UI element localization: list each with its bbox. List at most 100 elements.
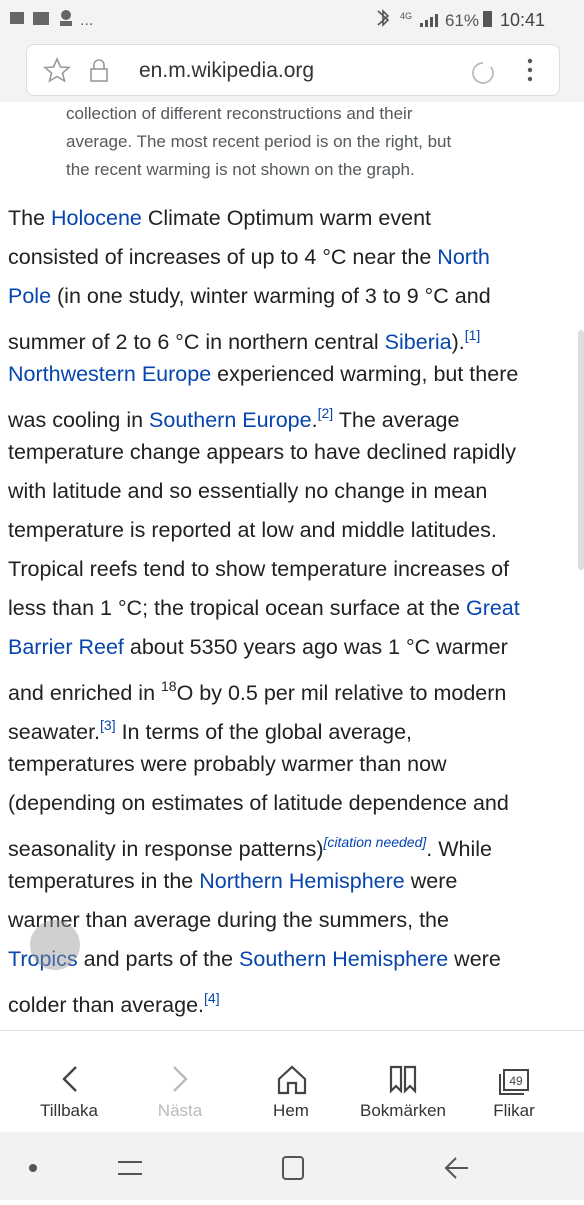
- text-run: and enriched in: [8, 681, 161, 705]
- bookmarks-icon[interactable]: [389, 1065, 417, 1094]
- reference-link[interactable]: [3]: [100, 717, 116, 733]
- notification-icon: [60, 21, 72, 26]
- notification-icon: [10, 12, 24, 24]
- text-run: seasonality in response patterns): [8, 837, 324, 861]
- home-icon[interactable]: [277, 1065, 307, 1095]
- text-run: .: [311, 408, 318, 432]
- text-run: In terms of the global average,: [115, 720, 413, 744]
- text-line: was cooling in Southern Europe.[2] The a…: [8, 395, 584, 434]
- bookmarks-label[interactable]: Bokmärken: [360, 1101, 446, 1120]
- more-notifications: ...: [80, 12, 93, 29]
- text-run: seawater.: [8, 720, 101, 744]
- reference-link[interactable]: [4]: [204, 990, 220, 1006]
- text-run: summer of 2 to 6 °C in northern central: [8, 330, 385, 354]
- text-run: colder than average.: [8, 993, 205, 1017]
- article-link[interactable]: North: [437, 245, 490, 269]
- article-link[interactable]: Northern Hemisphere: [199, 869, 405, 893]
- text-line: temperatures in the Northern Hemisphere …: [8, 863, 584, 902]
- back-label[interactable]: Tillbaka: [40, 1101, 98, 1120]
- text-line: seawater.[3] In terms of the global aver…: [8, 707, 584, 746]
- text-run: were: [404, 869, 458, 893]
- text-line: The Holocene Climate Optimum warm event: [8, 200, 584, 239]
- image-caption: average. The most recent period is on th…: [66, 132, 452, 151]
- article-link[interactable]: Holocene: [51, 206, 142, 230]
- text-run: experienced warming, but there: [211, 362, 519, 386]
- text-run: less than 1 °C; the tropical ocean surfa…: [8, 596, 466, 620]
- article-paragraph: The Holocene Climate Optimum warm event c…: [8, 200, 584, 1019]
- text-run: Tropical reefs tend to show temperature …: [8, 557, 510, 581]
- home-label[interactable]: Hem: [273, 1101, 309, 1120]
- notification-icon: [33, 12, 49, 25]
- forward-icon: [173, 1066, 188, 1092]
- signal-icon: [420, 14, 438, 27]
- bluetooth-icon: [377, 9, 390, 27]
- article-link[interactable]: Southern Europe: [149, 408, 312, 432]
- article-link[interactable]: Tropics: [8, 947, 78, 971]
- text-run: (in one study, winter warming of 3 to 9 …: [51, 284, 491, 308]
- text-run: temperatures were probably warmer than n…: [8, 752, 447, 776]
- tab-count: 49: [509, 1074, 523, 1088]
- image-caption: collection of different reconstructions …: [66, 104, 413, 123]
- clock: 10:41: [500, 10, 545, 30]
- floating-button[interactable]: [30, 920, 80, 970]
- reload-icon[interactable]: [472, 62, 494, 84]
- text-line: Barrier Reef about 5350 years ago was 1 …: [8, 629, 584, 668]
- text-line: consisted of increases of up to 4 °C nea…: [8, 239, 584, 278]
- text-run: Climate Optimum warm event: [141, 206, 432, 230]
- notification-icon: [61, 10, 71, 20]
- browser-toolbar: 49 Tillbaka Nästa Hem Bokmärken Flikar: [0, 1030, 584, 1133]
- back-icon[interactable]: [62, 1066, 77, 1092]
- text-run: were: [448, 947, 501, 971]
- text-run: was cooling in: [8, 408, 150, 432]
- text-run: (depending on estimates of latitude depe…: [8, 791, 509, 815]
- text-run: with latitude and so essentially no chan…: [8, 479, 488, 503]
- bookmark-star[interactable]: [42, 57, 72, 83]
- article-link[interactable]: Northwestern Europe: [8, 362, 212, 386]
- scrollbar: [578, 330, 584, 570]
- article-link[interactable]: Siberia: [384, 330, 452, 354]
- text-run: ).: [451, 330, 465, 354]
- system-nav-bar: [0, 1132, 584, 1200]
- menu-icon[interactable]: [527, 67, 533, 73]
- image-caption: the recent warming is not shown on the g…: [66, 160, 415, 179]
- text-line: and enriched in 18O by 0.5 per mil relat…: [8, 668, 584, 707]
- text-run: The average: [333, 408, 460, 432]
- reference-link[interactable]: [1]: [464, 327, 481, 343]
- article-link[interactable]: Pole: [8, 284, 52, 308]
- nav-dot[interactable]: [29, 1164, 37, 1172]
- tabs-icon[interactable]: [503, 1069, 529, 1091]
- text-line: seasonality in response patterns)[citati…: [8, 824, 584, 863]
- back-button[interactable]: [444, 1157, 468, 1179]
- article-link[interactable]: Southern Hemisphere: [239, 947, 449, 971]
- status-bar: ... 4G 61% 10:41: [0, 0, 584, 40]
- reference-link[interactable]: [2]: [317, 405, 334, 421]
- recents-button[interactable]: [118, 1161, 142, 1175]
- reference-link[interactable]: [citation needed]: [323, 834, 427, 850]
- text-line: with latitude and so essentially no chan…: [8, 473, 584, 512]
- text-run: consisted of increases of up to 4 °C nea…: [8, 245, 438, 269]
- url-text: en.m.wikipedia.org: [139, 59, 314, 82]
- superscript: 18: [161, 678, 177, 694]
- menu-icon[interactable]: [527, 76, 533, 82]
- text-run: and parts of the: [77, 947, 240, 971]
- forward-label: Nästa: [157, 1101, 203, 1120]
- url-field[interactable]: en.m.wikipedia.org: [26, 44, 560, 96]
- menu-icon[interactable]: [527, 58, 533, 64]
- text-line: colder than average.[4]: [8, 980, 584, 1019]
- text-line: temperature is reported at low and middl…: [8, 512, 584, 551]
- article-link[interactable]: Great: [465, 596, 520, 620]
- text-run: about 5350 years ago was 1 °C warmer: [123, 635, 508, 659]
- article-link[interactable]: Barrier Reef: [8, 635, 124, 659]
- text-line: warmer than average during the summers, …: [8, 902, 584, 941]
- text-line: summer of 2 to 6 °C in northern central …: [8, 317, 584, 356]
- text-run: warmer than average during the summers, …: [8, 908, 449, 932]
- toolbar-icons: 49: [62, 1065, 529, 1095]
- text-line: (depending on estimates of latitude depe…: [8, 785, 584, 824]
- text-line: temperature change appears to have decli…: [8, 434, 584, 473]
- home-button[interactable]: [282, 1156, 304, 1180]
- tabs-icon: [499, 1074, 524, 1095]
- tabs-label[interactable]: Flikar: [493, 1101, 535, 1120]
- address-bar: en.m.wikipedia.org: [0, 40, 584, 102]
- status-icons: ... 4G 61% 10:41: [10, 9, 545, 30]
- text-line: Northwestern Europe experienced warming,…: [8, 356, 584, 395]
